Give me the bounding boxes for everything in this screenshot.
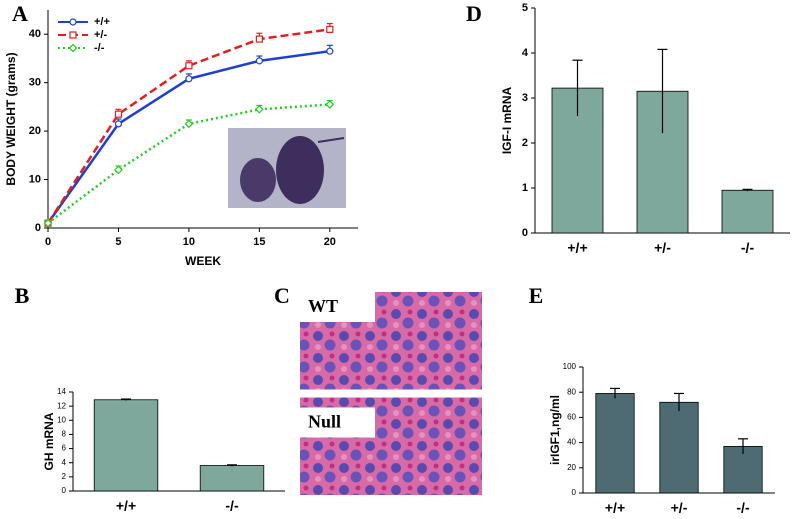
data-point <box>255 57 263 65</box>
x-tick-label: +/- <box>671 500 688 516</box>
panel-letter: C <box>274 283 290 308</box>
bar <box>723 445 763 494</box>
x-tick-label: +/+ <box>567 240 587 256</box>
bar <box>721 189 774 234</box>
y-tick-label: 60 <box>567 413 576 422</box>
x-tick-label: -/- <box>225 498 239 514</box>
y-tick-label: 1 <box>522 182 528 194</box>
data-point <box>114 120 123 128</box>
image-label: WT <box>308 296 338 316</box>
data-point <box>255 35 263 43</box>
x-tick-label: +/- <box>654 240 671 256</box>
bar <box>199 465 265 492</box>
data-point <box>255 104 264 114</box>
panel-letter: A <box>12 1 28 26</box>
x-axis-label: WEEK <box>185 254 221 268</box>
data-point <box>326 47 334 55</box>
inset-photo <box>228 128 346 208</box>
y-tick-label: 4 <box>522 47 529 59</box>
x-tick-label: +/+ <box>605 500 625 516</box>
y-axis-label: irIGF1,ng/ml <box>548 395 562 465</box>
data-point <box>185 62 193 70</box>
y-tick-label: 40 <box>29 28 41 40</box>
y-tick-label: 2 <box>522 137 528 149</box>
data-point <box>185 75 193 83</box>
y-tick-label: 40 <box>567 438 576 447</box>
x-tick-label: 20 <box>324 236 336 248</box>
y-tick-label: 10 <box>29 173 41 185</box>
legend-marker <box>69 31 77 39</box>
series-line <box>46 28 330 224</box>
x-tick-label: +/+ <box>116 498 136 514</box>
panel-letter: E <box>529 283 544 308</box>
y-axis-label: GH mRNA <box>42 412 56 470</box>
y-tick-label: 30 <box>29 77 41 89</box>
y-tick-label: 14 <box>57 387 66 396</box>
y-tick-label: 2 <box>62 472 67 481</box>
label-box <box>300 407 375 438</box>
legend-marker <box>69 18 77 26</box>
y-tick-label: 5 <box>522 2 528 14</box>
y-tick-label: 20 <box>567 463 576 472</box>
y-tick-label: 100 <box>563 362 577 371</box>
y-tick-label: 20 <box>29 125 41 137</box>
image-label: Null <box>308 412 341 432</box>
bar <box>659 401 699 494</box>
data-point <box>325 100 335 109</box>
y-tick-label: 0 <box>572 488 577 497</box>
label-box <box>300 292 375 322</box>
y-tick-label: 12 <box>57 401 66 410</box>
y-tick-label: 0 <box>35 222 41 234</box>
legend-marker <box>68 43 78 53</box>
x-tick-label: -/- <box>736 500 750 516</box>
y-tick-label: 3 <box>522 92 528 104</box>
data-point <box>43 218 53 228</box>
data-point <box>114 165 123 175</box>
bar <box>93 399 159 492</box>
y-tick-label: 4 <box>62 458 67 467</box>
legend-label: -/- <box>94 42 105 54</box>
y-tick-label: 0 <box>62 486 67 495</box>
legend-label: +/+ <box>94 16 110 28</box>
y-tick-label: 8 <box>62 430 67 439</box>
y-tick-label: 10 <box>57 415 66 424</box>
x-tick-label: 10 <box>183 236 195 248</box>
panel-letter: B <box>15 283 30 308</box>
x-tick-label: 15 <box>253 236 265 248</box>
legend-label: +/- <box>94 29 107 41</box>
bar <box>595 393 635 494</box>
data-point <box>326 25 334 33</box>
x-tick-label: 5 <box>115 236 121 248</box>
x-tick-label: 0 <box>45 236 51 248</box>
data-point <box>114 110 123 118</box>
data-point <box>184 119 194 129</box>
panel-letter: D <box>466 1 482 26</box>
y-axis-label: IGF-I mRNA <box>500 87 514 155</box>
y-axis-label: BODY WEIGHT (grams) <box>4 52 18 185</box>
y-tick-label: 6 <box>62 444 67 453</box>
x-tick-label: -/- <box>741 240 755 256</box>
y-tick-label: 80 <box>567 387 576 396</box>
y-tick-label: 0 <box>522 227 528 239</box>
